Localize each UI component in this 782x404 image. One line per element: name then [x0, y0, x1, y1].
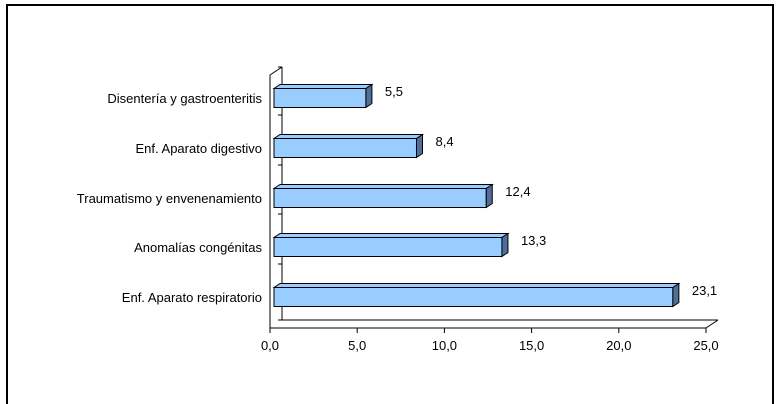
bar-side-face	[415, 133, 423, 159]
bar-top-face	[272, 84, 374, 89]
data-label: 5,5	[385, 84, 403, 99]
category-label: Enf. Aparato respiratorio	[122, 290, 262, 305]
bar-side-face	[365, 83, 373, 109]
bar	[272, 183, 494, 209]
bar-top-face	[272, 184, 494, 189]
bar	[272, 282, 681, 308]
bar	[272, 232, 510, 258]
bar-top-face	[272, 233, 510, 238]
bar-front-face	[273, 237, 503, 257]
x-tick-label: 20,0	[606, 338, 631, 353]
bar-side-face	[672, 282, 680, 308]
bar-top-face	[272, 134, 425, 139]
bar-top-face	[272, 283, 681, 288]
bar	[272, 83, 374, 109]
x-tick-label: 0,0	[261, 338, 279, 353]
floor-right-edge	[705, 319, 719, 329]
x-tick-label: 5,0	[348, 338, 366, 353]
x-tick-label: 10,0	[432, 338, 457, 353]
bar-front-face	[273, 138, 417, 158]
bar-side-face	[501, 232, 509, 258]
bar	[272, 133, 425, 159]
data-label: 12,4	[505, 184, 530, 199]
wall-top-edge	[269, 66, 283, 76]
x-tick-label: 25,0	[693, 338, 718, 353]
bar-side-face	[485, 183, 493, 209]
data-label: 8,4	[435, 134, 453, 149]
data-label: 23,1	[692, 283, 717, 298]
category-label: Anomalías congénitas	[134, 240, 262, 255]
category-label: Enf. Aparato digestivo	[136, 141, 262, 156]
bar-front-face	[273, 188, 487, 208]
category-label: Traumatismo y envenenamiento	[77, 191, 262, 206]
bar-front-face	[273, 88, 367, 108]
x-tick-label: 15,0	[519, 338, 544, 353]
bar-front-face	[273, 287, 674, 307]
category-label: Disentería y gastroenteritis	[107, 91, 262, 106]
data-label: 13,3	[521, 233, 546, 248]
